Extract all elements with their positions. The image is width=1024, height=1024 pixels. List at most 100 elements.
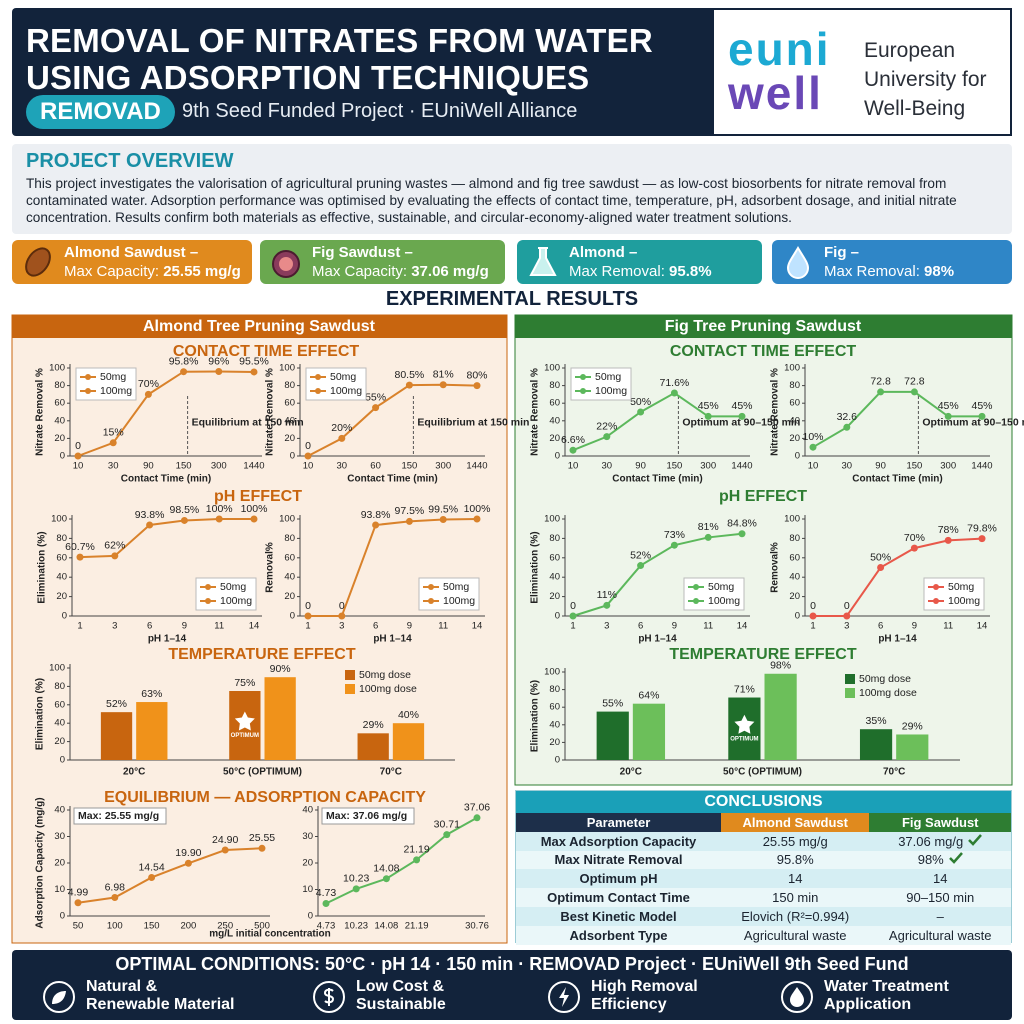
value-label: 80.5% xyxy=(395,369,425,381)
x-tick-label: 3 xyxy=(604,621,609,632)
bar xyxy=(264,677,296,760)
value-label: 52% xyxy=(106,698,127,710)
feature: Water Treatment Application xyxy=(780,978,980,1014)
table-cell: 98% xyxy=(869,850,1011,870)
value-label: 50% xyxy=(630,396,651,408)
point xyxy=(148,873,156,881)
y-tick-label: 20 xyxy=(549,433,560,444)
table-cell: Optimum pH xyxy=(516,869,721,889)
value-label: 71% xyxy=(734,683,755,695)
panel-header xyxy=(12,315,507,338)
point xyxy=(250,515,258,523)
x-tick-label: 200 xyxy=(180,921,196,932)
y-tick-label: 40 xyxy=(56,572,67,583)
x-tick-label: 50 xyxy=(73,921,84,932)
value-label: 100% xyxy=(206,503,233,515)
y-tick-label: 100 xyxy=(784,363,800,374)
line xyxy=(812,390,982,449)
value-label: 21.19 xyxy=(403,844,429,856)
x-axis-label: pH 1–14 xyxy=(638,634,677,645)
point xyxy=(877,564,885,571)
y-tick-label: 0 xyxy=(62,611,67,622)
cell-text: 90–150 min xyxy=(906,890,975,906)
logo: euni well European University for Well-B… xyxy=(712,8,1012,136)
value-label: 14.54 xyxy=(138,861,164,873)
cell-text: 14 xyxy=(933,871,948,887)
value-label: 95.8% xyxy=(169,355,199,367)
y-tick-label: 20 xyxy=(549,591,560,602)
x-axis-label: mg/L initial concentration xyxy=(209,929,331,940)
value-label: 0 xyxy=(339,600,345,612)
y-tick-label: 0 xyxy=(308,911,313,922)
table-cell: Adsorbent Type xyxy=(516,925,721,945)
y-tick-label: 40 xyxy=(54,415,65,426)
x-axis-label: Contact Time (min) xyxy=(612,474,702,485)
y-tick-label: 20 xyxy=(54,736,65,747)
y-tick-label: 0 xyxy=(290,611,295,622)
point xyxy=(877,388,885,396)
value-label: 55% xyxy=(602,697,623,709)
check-icon xyxy=(948,852,963,865)
x-tick-label: 100 xyxy=(107,921,123,932)
legend-label: 50mg xyxy=(595,371,621,383)
stat-value: 95.8% xyxy=(669,263,712,280)
point xyxy=(910,388,918,396)
point xyxy=(405,381,413,389)
header: REMOVAL OF NITRATES FROM WATER USING ADS… xyxy=(12,8,712,136)
x-tick-label: 150 xyxy=(176,461,192,472)
bar xyxy=(859,729,893,760)
footer-conditions: OPTIMAL CONDITIONS: 50°C · pH 14 · 150 m… xyxy=(115,954,909,974)
dollar-icon xyxy=(313,981,345,1013)
value-label: 45% xyxy=(698,400,719,412)
value-label: 75% xyxy=(234,677,255,689)
value-label: 10% xyxy=(802,431,823,443)
x-tick-label: 1 xyxy=(810,621,815,632)
value-label: 99.5% xyxy=(428,503,458,515)
line xyxy=(325,816,478,905)
point xyxy=(338,434,346,442)
table-cell: Optimum Contact Time xyxy=(516,888,721,907)
title: REMOVAL OF NITRATES FROM WATER USING ADS… xyxy=(26,22,653,96)
stat-value: 37.06 mg/g xyxy=(411,263,489,280)
y-tick-label: 100 xyxy=(279,363,295,374)
feature-text: Water Treatment Application xyxy=(824,978,949,1013)
line xyxy=(307,383,478,457)
annotation: Max: 25.55 mg/g xyxy=(78,810,159,822)
x-tick-label: 10 xyxy=(303,461,314,472)
x-tick-label: 3 xyxy=(112,621,117,632)
x-tick-label: 1 xyxy=(570,621,575,632)
y-tick-label: 0 xyxy=(60,755,65,766)
panel xyxy=(11,314,508,944)
legend-label: 100mg xyxy=(708,595,740,607)
value-label: 0 xyxy=(305,600,311,612)
cell-text: Adsorbent Type xyxy=(569,927,668,943)
y-tick-label: 40 xyxy=(789,572,800,583)
table-row: Adsorbent Type Agricultural waste Agricult… xyxy=(516,925,1011,945)
stat-label: Almond – xyxy=(569,244,638,261)
point xyxy=(670,389,678,397)
value-label: 90% xyxy=(270,663,291,675)
y-tick-label: 0 xyxy=(795,451,800,462)
value-label: 0 xyxy=(305,440,311,452)
value-label: 100% xyxy=(241,503,268,515)
logo-bottom: well xyxy=(728,67,823,119)
overview-heading: PROJECT OVERVIEW xyxy=(26,150,234,172)
y-tick-label: 80 xyxy=(789,380,800,391)
x-tick-label: 70°C xyxy=(380,767,402,778)
point xyxy=(184,859,192,867)
x-tick-label: 11 xyxy=(438,621,448,632)
point xyxy=(439,515,447,523)
y-tick-label: 40 xyxy=(549,719,560,730)
point xyxy=(109,439,117,447)
point xyxy=(74,899,82,907)
legend-marker xyxy=(580,374,586,380)
cell-text: Agricultural waste xyxy=(743,927,847,943)
point xyxy=(413,856,421,864)
y-tick-label: 20 xyxy=(284,433,295,444)
point xyxy=(809,443,817,451)
legend-label: 50mg xyxy=(220,581,246,593)
y-tick-label: 100 xyxy=(49,663,65,674)
y-tick-label: 20 xyxy=(56,591,67,602)
x-tick-label: 1440 xyxy=(243,461,264,472)
value-label: 81% xyxy=(698,521,719,533)
